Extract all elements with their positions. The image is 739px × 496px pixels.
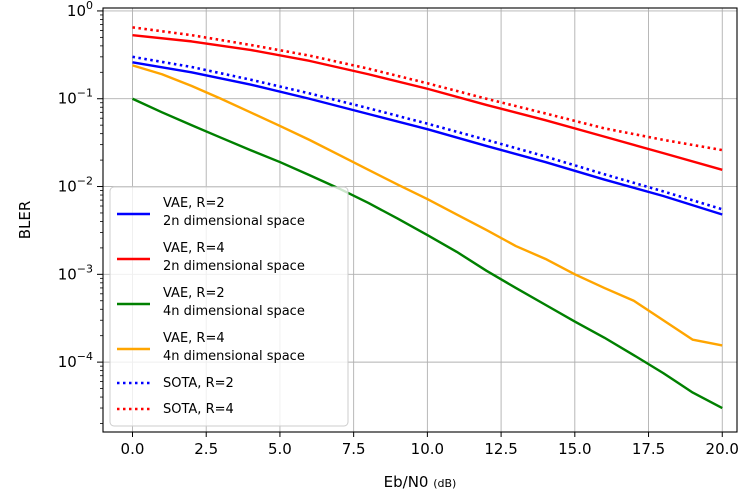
y-tick-label: 10−1 [58,87,93,108]
series-line-2 [132,33,723,171]
series-line-6 [132,26,723,152]
y-axis-label: BLER [16,201,34,240]
y-tick-label: 100 [67,0,93,20]
legend-box [109,186,349,427]
legend-label-2: VAE, R=4 [163,241,225,256]
x-tick-label: 0.0 [121,440,145,458]
series-line-5 [132,55,723,211]
legend-label-6: SOTA, R=4 [163,402,234,417]
series-line-1 [132,61,723,216]
x-tick-label: 2.5 [194,440,218,458]
plot-frame [102,7,738,433]
y-tick-label: 10−4 [58,350,93,371]
x-tick-label: 20.0 [706,440,739,458]
legend-label-3: VAE, R=2 [163,286,225,301]
legend-label-2: 2n dimensional space [163,259,305,274]
x-axis-label: Eb/N0 (dB) [384,473,457,491]
x-tick-label: 5.0 [268,440,292,458]
legend-label-3: 4n dimensional space [163,304,305,319]
y-tick-label: 10−3 [58,262,93,283]
x-tick-label: 17.5 [632,440,665,458]
legend-label-4: VAE, R=4 [163,331,225,346]
x-tick-label: 10.0 [411,440,444,458]
legend-label-1: VAE, R=2 [163,196,225,211]
x-tick-label: 15.0 [558,440,591,458]
legend-label-4: 4n dimensional space [163,349,305,364]
legend-label-1: 2n dimensional space [163,214,305,229]
series-line-4 [132,64,723,347]
x-tick-label: 7.5 [342,440,366,458]
y-tick-label: 10−2 [58,175,93,196]
legend-label-5: SOTA, R=2 [163,376,234,391]
x-tick-label: 12.5 [484,440,517,458]
series-line-3 [131,97,723,410]
